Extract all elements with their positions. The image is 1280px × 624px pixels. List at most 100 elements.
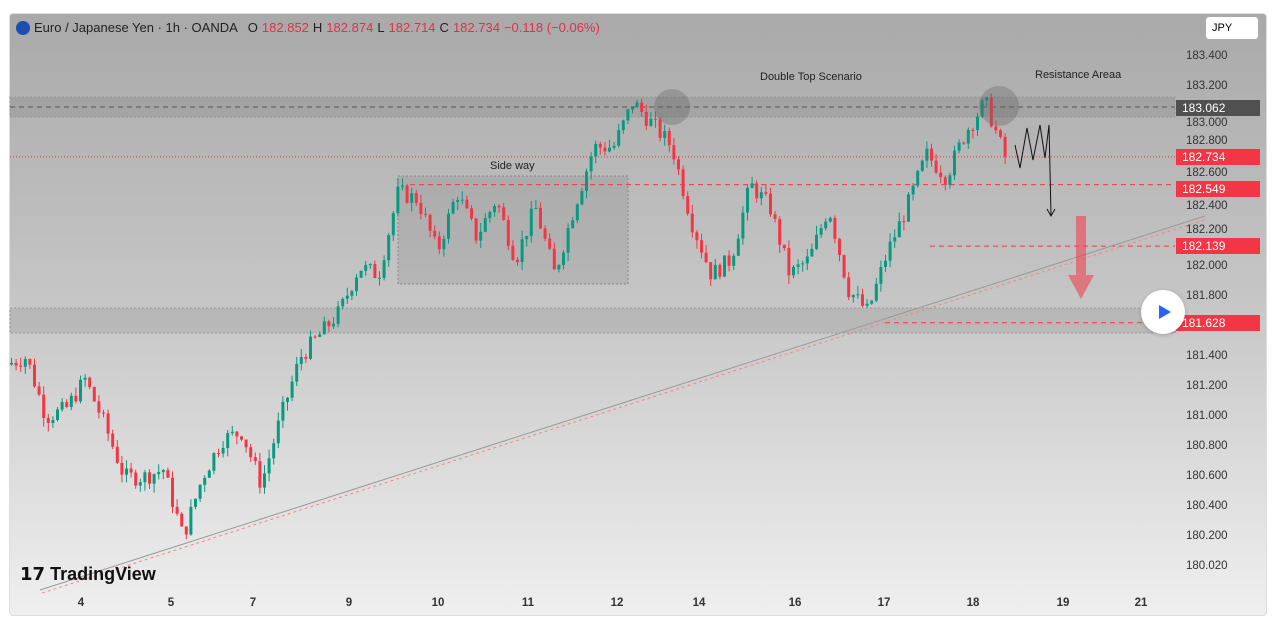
open-value: 182.852 <box>261 20 309 35</box>
candle-body <box>207 470 211 478</box>
candle-body <box>828 218 832 222</box>
time-label: 9 <box>345 597 353 609</box>
candle-body <box>111 433 115 447</box>
logo-text: TradingView <box>50 564 156 584</box>
candle-body <box>33 364 36 387</box>
time-label: 21 <box>1134 597 1148 609</box>
candle-body <box>833 218 837 239</box>
candle-body <box>37 386 41 395</box>
high-value: 182.874 <box>326 20 374 35</box>
tv-logo-icon: 𝟭𝟳 <box>20 564 51 584</box>
price-tick: 183.000 <box>1186 116 1228 129</box>
candle-body <box>10 362 13 365</box>
candle-body <box>810 248 814 257</box>
candle-body <box>640 102 644 112</box>
trendline-upper <box>39 215 1206 591</box>
candle-body <box>746 187 749 213</box>
candle-body <box>847 277 851 298</box>
candle-body <box>161 470 165 473</box>
candle-body <box>115 446 119 463</box>
candle-body <box>543 228 547 239</box>
candle-body <box>750 183 754 188</box>
sideway-label: Side way <box>490 160 535 172</box>
candle-body <box>447 213 450 239</box>
candle-body <box>221 447 225 454</box>
symbol-title[interactable]: Euro / Japanese Yen · 1h · OANDA <box>34 20 238 35</box>
candle-body <box>851 295 855 298</box>
candle-body <box>930 148 933 161</box>
candle-body <box>483 218 487 232</box>
candle-body <box>842 255 846 278</box>
candle-body <box>870 300 874 304</box>
candle-body <box>571 220 575 229</box>
candle-body <box>999 130 1002 137</box>
candle-body <box>631 107 634 110</box>
candle-body <box>962 142 966 144</box>
candle-body <box>42 394 46 418</box>
candle-body <box>764 192 768 194</box>
candle-body <box>106 413 110 434</box>
candle-body <box>46 417 50 423</box>
candle-body <box>313 336 317 338</box>
candle-body <box>401 185 404 187</box>
candle-body <box>120 462 124 475</box>
candle-body <box>971 129 975 131</box>
candle-body <box>552 248 556 270</box>
currency-button[interactable]: JPY <box>1206 17 1258 39</box>
close-value: 182.734 <box>452 20 500 35</box>
candle-body <box>318 334 322 337</box>
candle-body <box>249 447 253 458</box>
time-label: 19 <box>1056 597 1070 609</box>
candle-body <box>138 482 142 486</box>
candle-body <box>902 221 906 223</box>
candle-body <box>649 118 653 126</box>
play-button[interactable] <box>1141 290 1185 334</box>
candle-body <box>985 97 989 101</box>
candle-body <box>281 401 285 421</box>
candle-body <box>773 214 777 219</box>
candle-body <box>290 381 294 398</box>
candle-body <box>732 255 736 266</box>
candle-body <box>608 147 611 152</box>
candle-body <box>152 474 156 484</box>
price-tick: 182.600 <box>1186 166 1228 179</box>
candle-body <box>51 419 55 423</box>
open-label: O <box>247 20 258 35</box>
candle-body <box>350 291 354 296</box>
top-circle-1 <box>654 89 690 125</box>
price-tick: 181.400 <box>1186 350 1228 362</box>
candle-body <box>479 231 483 241</box>
price-tag: 182.139 <box>1176 238 1260 255</box>
price-tag: 183.062 <box>1176 99 1260 116</box>
candle-body <box>258 461 262 488</box>
low-label: L <box>377 20 385 35</box>
candle-body <box>56 409 59 420</box>
candle-body <box>230 431 234 434</box>
candle-body <box>994 126 998 131</box>
price-tick: 182.200 <box>1186 224 1228 237</box>
top-circle-2 <box>979 86 1019 126</box>
candle-body <box>598 143 602 148</box>
symbol-legend: Euro / Japanese Yen · 1h · OANDA O 182.85… <box>16 20 600 35</box>
price-tick: 183.400 <box>1186 50 1228 62</box>
candle-body <box>966 129 970 144</box>
candle-body <box>267 458 271 474</box>
candle-body <box>410 193 414 203</box>
candle-body <box>23 359 27 367</box>
candle-body <box>148 472 151 484</box>
candle-body <box>566 228 570 253</box>
candle-body <box>465 199 469 209</box>
candle-body <box>19 365 23 367</box>
candle-body <box>580 190 584 205</box>
candle-body <box>948 175 952 185</box>
candle-body <box>341 298 345 307</box>
tradingview-logo: 𝟭𝟳 TradingView <box>20 564 156 585</box>
eur-flag-icon <box>16 20 30 35</box>
chart-pane[interactable] <box>9 13 1267 616</box>
candle-body <box>506 219 510 246</box>
candle-body <box>667 131 671 146</box>
low-value: 182.714 <box>388 20 436 35</box>
time-label: 16 <box>788 597 802 609</box>
candle-body <box>332 323 335 327</box>
